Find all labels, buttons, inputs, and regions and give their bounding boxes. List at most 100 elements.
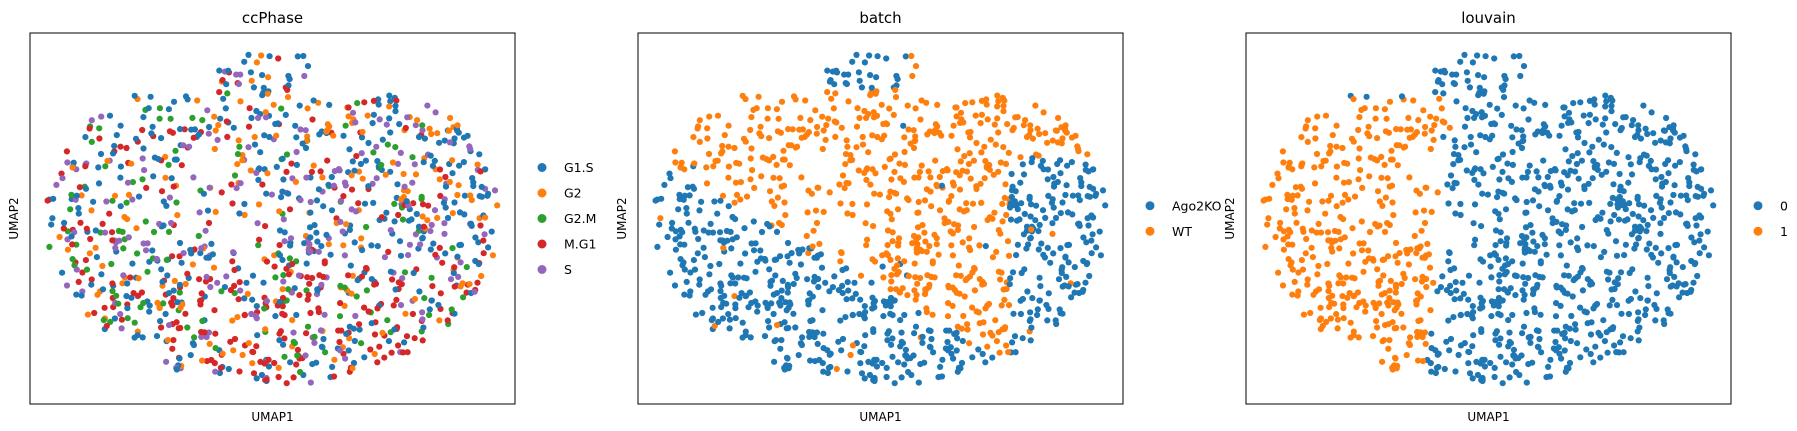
data-point bbox=[763, 156, 770, 163]
data-point bbox=[842, 314, 849, 321]
data-point bbox=[1298, 134, 1305, 141]
data-point bbox=[1365, 123, 1372, 130]
data-point bbox=[124, 179, 132, 186]
data-point bbox=[917, 361, 924, 368]
data-point bbox=[967, 175, 974, 182]
data-point bbox=[333, 215, 340, 222]
data-point bbox=[419, 316, 426, 323]
data-point bbox=[1009, 269, 1017, 276]
data-point bbox=[1595, 329, 1602, 336]
data-point bbox=[308, 168, 315, 175]
data-point bbox=[715, 318, 722, 325]
data-point bbox=[961, 293, 968, 300]
data-point bbox=[428, 130, 435, 138]
data-point bbox=[262, 326, 269, 333]
data-point bbox=[1057, 210, 1064, 217]
data-point bbox=[1611, 211, 1618, 219]
data-point bbox=[258, 52, 265, 59]
data-point bbox=[898, 329, 905, 336]
data-point bbox=[752, 240, 759, 247]
data-point bbox=[797, 261, 805, 268]
data-point bbox=[1495, 303, 1502, 310]
data-point bbox=[735, 274, 742, 281]
data-point bbox=[937, 363, 944, 370]
data-point bbox=[1376, 300, 1383, 307]
data-point bbox=[251, 141, 259, 148]
data-point bbox=[820, 330, 827, 337]
data-point bbox=[1467, 141, 1475, 148]
data-point bbox=[379, 136, 386, 143]
data-point bbox=[283, 168, 290, 175]
data-point bbox=[960, 312, 967, 320]
data-point bbox=[844, 368, 851, 375]
data-point bbox=[1398, 280, 1405, 288]
data-point bbox=[1295, 269, 1302, 276]
data-point bbox=[160, 300, 167, 307]
data-point bbox=[901, 361, 908, 368]
data-point bbox=[343, 221, 350, 228]
data-point bbox=[888, 272, 895, 279]
data-point bbox=[187, 352, 194, 359]
data-point bbox=[133, 225, 140, 232]
data-point bbox=[93, 254, 100, 261]
data-point bbox=[973, 139, 980, 147]
data-point bbox=[1640, 217, 1647, 224]
data-point bbox=[1326, 150, 1333, 157]
data-point bbox=[907, 140, 914, 147]
data-point bbox=[972, 112, 979, 119]
data-point bbox=[365, 139, 372, 147]
data-point bbox=[358, 273, 365, 280]
data-point bbox=[873, 88, 880, 95]
data-point bbox=[88, 276, 95, 283]
data-point bbox=[303, 260, 310, 267]
data-point bbox=[883, 364, 890, 371]
data-point bbox=[236, 368, 243, 375]
data-point bbox=[306, 241, 313, 248]
data-point bbox=[1606, 302, 1613, 309]
data-point bbox=[446, 139, 453, 146]
data-point bbox=[878, 101, 885, 108]
data-point bbox=[311, 339, 318, 346]
data-point bbox=[427, 152, 434, 159]
data-point bbox=[910, 144, 918, 152]
data-point bbox=[1492, 242, 1499, 249]
data-point bbox=[1691, 261, 1698, 268]
data-point bbox=[289, 317, 296, 324]
data-point bbox=[1510, 346, 1517, 353]
data-point bbox=[867, 181, 874, 188]
data-point bbox=[953, 329, 960, 336]
data-point bbox=[1572, 321, 1579, 328]
data-point bbox=[857, 272, 865, 279]
data-point bbox=[1505, 260, 1512, 268]
data-point bbox=[1347, 319, 1354, 326]
data-point bbox=[241, 58, 248, 65]
plot-frame bbox=[29, 32, 516, 405]
data-point bbox=[1372, 220, 1379, 228]
data-point bbox=[70, 159, 77, 166]
data-point bbox=[1555, 344, 1562, 351]
data-point bbox=[856, 310, 863, 318]
data-point bbox=[954, 226, 962, 233]
data-point bbox=[919, 333, 926, 340]
data-point bbox=[135, 275, 142, 282]
data-point bbox=[315, 309, 322, 316]
data-point bbox=[982, 243, 989, 250]
data-point bbox=[1381, 228, 1389, 235]
data-point bbox=[1465, 272, 1473, 279]
data-point bbox=[1544, 173, 1551, 181]
data-point bbox=[53, 181, 60, 188]
data-point bbox=[1088, 212, 1095, 219]
data-point bbox=[708, 317, 715, 324]
data-point bbox=[1045, 192, 1052, 199]
data-point bbox=[204, 207, 212, 214]
data-point bbox=[176, 281, 183, 288]
data-point bbox=[248, 77, 255, 84]
data-point bbox=[327, 251, 334, 258]
data-point bbox=[127, 274, 134, 281]
data-point bbox=[1443, 338, 1450, 345]
data-point bbox=[1662, 160, 1669, 168]
data-point bbox=[1507, 340, 1514, 347]
data-point bbox=[1600, 317, 1607, 324]
data-point bbox=[1011, 333, 1019, 340]
